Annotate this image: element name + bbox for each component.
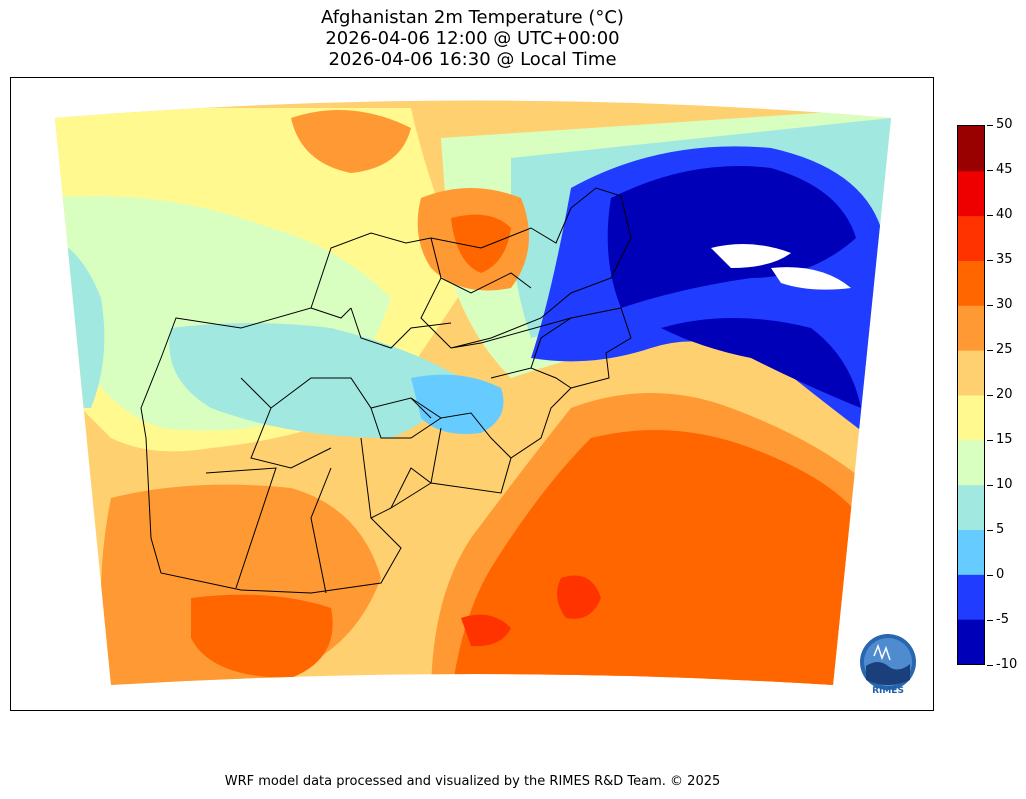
colorbar-level-40-to-45 [958,170,984,217]
colorbar-level-10-to-15 [958,439,984,486]
colorbar-tick-label: 25 [996,342,1013,357]
colorbar-level-20-to-25 [958,350,984,396]
colorbar-level-25-to-30 [958,305,984,351]
logo-text: RIMES [872,686,904,696]
colorbar-tick-mark [987,260,993,261]
colorbar-tick-label: 10 [996,477,1013,492]
title-line-variable: Afghanistan 2m Temperature (°C) [321,7,624,28]
colorbar-tick-mark [987,170,993,171]
colorbar-tick-label: 0 [996,567,1005,582]
colorbar-tick-mark [987,440,993,441]
colorbar-tick-label: 30 [996,297,1013,312]
colorbar-tick-mark [987,530,993,531]
colorbar-level-0-to-5 [958,529,984,575]
colorbar-tick-mark [987,665,993,666]
chart-title: Afghanistan 2m Temperature (°C) 2026-04-… [10,7,935,70]
colorbar-level-15-to-20 [958,395,984,441]
colorbar-tick-label: 35 [996,252,1013,267]
footer-credit: WRF model data processed and visualized … [224,774,721,789]
colorbar-swatches [958,126,984,664]
colorbar [957,125,985,665]
colorbar-tick-mark [987,395,993,396]
colorbar-level--10-to--5 [958,619,984,664]
province-boundaries [140,187,632,594]
colorbar-level--5-to-0 [958,574,984,620]
colorbar-tick-label: 50 [996,117,1013,132]
colorbar-tick-mark [987,575,993,576]
colorbar-tick-mark [987,215,993,216]
colorbar-tick-mark [987,125,993,126]
title-line-local-time: 2026-04-06 16:30 @ Local Time [328,49,617,70]
colorbar-level-45-to-50 [958,126,984,172]
colorbar-tick-label: -10 [996,657,1018,672]
map-frame [10,77,934,711]
colorbar-level-30-to-35 [958,260,984,306]
colorbar-tick-mark [987,305,993,306]
colorbar-tick-mark [987,350,993,351]
rimes-emblem-icon [860,634,916,690]
colorbar-tick-mark [987,620,993,621]
title-line-utc-time: 2026-04-06 12:00 @ UTC+00:00 [325,28,620,49]
colorbar-tick-mark [987,485,993,486]
temperature-field [55,100,891,685]
colorbar-level-35-to-40 [958,215,984,261]
colorbar-tick-label: 20 [996,387,1013,402]
colorbar-tick-label: 40 [996,207,1013,222]
colorbar-tick-label: 15 [996,432,1013,447]
colorbar-level-5-to-10 [958,484,984,530]
rimes-logo: RIMES [852,630,924,702]
colorbar-tick-label: 45 [996,162,1013,177]
temperature-map [55,100,891,685]
colorbar-tick-label: 5 [996,522,1005,537]
colorbar-tick-label: -5 [996,612,1009,627]
